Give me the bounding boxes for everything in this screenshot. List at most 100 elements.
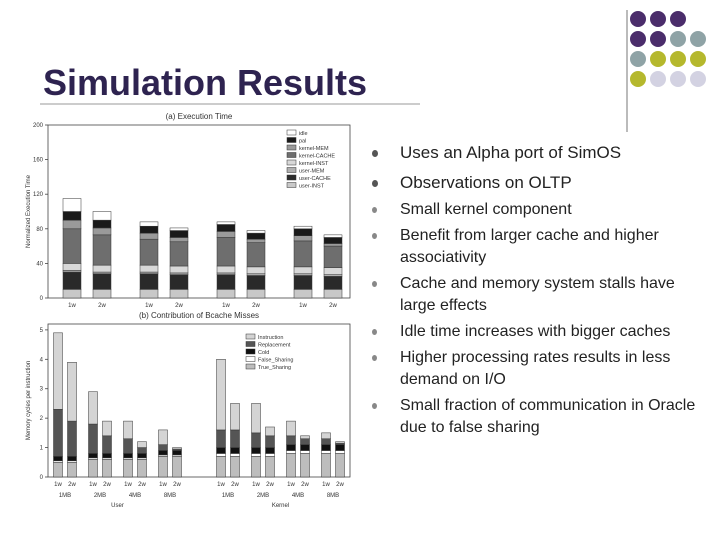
- sub-bullet: Higher processing rates results in less …: [372, 347, 712, 391]
- y-tick-label: 120: [33, 192, 44, 198]
- bar-segment: [169, 241, 189, 267]
- group-label: 8MB: [327, 493, 339, 499]
- decor-dot: [690, 31, 706, 47]
- legend-label: Instruction: [258, 335, 283, 341]
- y-tick-label: 3: [40, 387, 44, 393]
- charts: (a) Execution Time Normalized Execution T…: [26, 112, 351, 509]
- legend-swatch: [245, 341, 256, 347]
- decor-dot: [670, 11, 686, 27]
- bar-segment: [216, 272, 236, 275]
- bar-segment: [321, 444, 331, 451]
- decor-dot: [670, 31, 686, 47]
- bar-segment: [67, 362, 77, 422]
- bar-segment: [216, 456, 226, 478]
- bar-segment: [251, 447, 261, 454]
- bar-segment: [216, 265, 236, 274]
- bar-segment: [246, 230, 266, 234]
- legend-swatch: [286, 167, 297, 173]
- bar-segment: [92, 289, 112, 299]
- plot-frame: [47, 124, 351, 299]
- legend-label: user-MEM: [299, 169, 325, 175]
- legend-swatch: [286, 144, 297, 151]
- bar-segment: [62, 211, 82, 221]
- y-tick-label: 200: [33, 123, 44, 129]
- y-tick-label: 0: [40, 475, 44, 481]
- plot-frame: [47, 323, 351, 478]
- bar-segment: [62, 271, 82, 290]
- bar-segment: [169, 237, 189, 243]
- legend-swatch: [245, 363, 256, 370]
- decor-dot: [630, 51, 646, 67]
- bar-segment: [139, 221, 159, 227]
- legend-swatch: [286, 182, 297, 188]
- y-tick-label: 1: [40, 446, 44, 452]
- legend-label: user-CACHE: [299, 176, 331, 182]
- x-tick-label: 2w: [138, 482, 146, 488]
- x-tick-label: 1w: [124, 482, 132, 488]
- bar-segment: [67, 456, 77, 462]
- bar-segment: [246, 238, 266, 243]
- bar-segment: [53, 409, 63, 457]
- bar-segment: [88, 391, 98, 425]
- x-tick-label: 2w: [329, 303, 337, 309]
- legend-swatch: [286, 159, 297, 166]
- bar-segment: [323, 237, 343, 244]
- chart: (a) Execution Time Normalized Execution T…: [26, 112, 351, 309]
- group-label: 2MB: [94, 493, 106, 499]
- y-tick-label: 4: [40, 357, 44, 363]
- bar-segment: [246, 275, 266, 290]
- legend-swatch: [245, 333, 256, 340]
- bar-segment: [293, 266, 313, 275]
- bar-segment: [300, 435, 310, 439]
- bar-segment: [323, 267, 343, 275]
- group-label: 4MB: [292, 493, 304, 499]
- bar-segment: [102, 453, 112, 459]
- legend-label: user-INST: [299, 184, 325, 190]
- decor-dot: [650, 11, 666, 27]
- x-tick-label: 1w: [68, 303, 76, 309]
- bar-segment: [62, 198, 82, 212]
- bar-segment: [172, 456, 182, 478]
- bar-segment: [216, 231, 236, 238]
- bullet: Uses an Alpha port of SimOS: [372, 138, 712, 168]
- sub-bullet: Small fraction of communication in Oracl…: [372, 395, 712, 439]
- x-tick-label: 2w: [266, 482, 274, 488]
- bar-segment: [123, 453, 133, 459]
- bar-segment: [293, 273, 313, 276]
- bar-segment: [323, 276, 343, 290]
- chart: (b) Contribution of Bcache Misses Memory …: [26, 311, 351, 509]
- legend-label: kernel-MEM: [299, 146, 329, 152]
- legend-swatch: [286, 152, 297, 158]
- bar-segment: [88, 459, 98, 478]
- bar-segment: [321, 453, 331, 478]
- bar-segment: [139, 264, 159, 273]
- bar-segment: [139, 289, 159, 299]
- bar-segment: [323, 245, 343, 268]
- bar-segment: [230, 456, 240, 478]
- legend-label: Cold: [258, 350, 269, 356]
- bar-segment: [216, 224, 236, 232]
- bar-segment: [321, 432, 331, 440]
- decor-dots: [630, 11, 706, 87]
- bar-segment: [158, 456, 168, 478]
- bar-segment: [230, 403, 240, 431]
- bar-segment: [286, 444, 296, 451]
- bar-segment: [335, 450, 345, 454]
- bar-segment: [251, 453, 261, 457]
- bar-segment: [300, 438, 310, 445]
- bar-segment: [246, 242, 266, 268]
- bullet: Observations on OLTP: [372, 168, 712, 198]
- bar-segment: [323, 243, 343, 247]
- x-tick-label: 1w: [89, 482, 97, 488]
- bar-segment: [172, 450, 182, 456]
- chart-title: (a) Execution Time: [166, 112, 233, 121]
- bar-segment: [62, 270, 82, 273]
- bar-segment: [172, 447, 182, 450]
- bar-segment: [300, 444, 310, 451]
- bar-segment: [139, 238, 159, 266]
- bar-segment: [286, 450, 296, 454]
- bar-segment: [137, 441, 147, 448]
- bar-segment: [216, 237, 236, 267]
